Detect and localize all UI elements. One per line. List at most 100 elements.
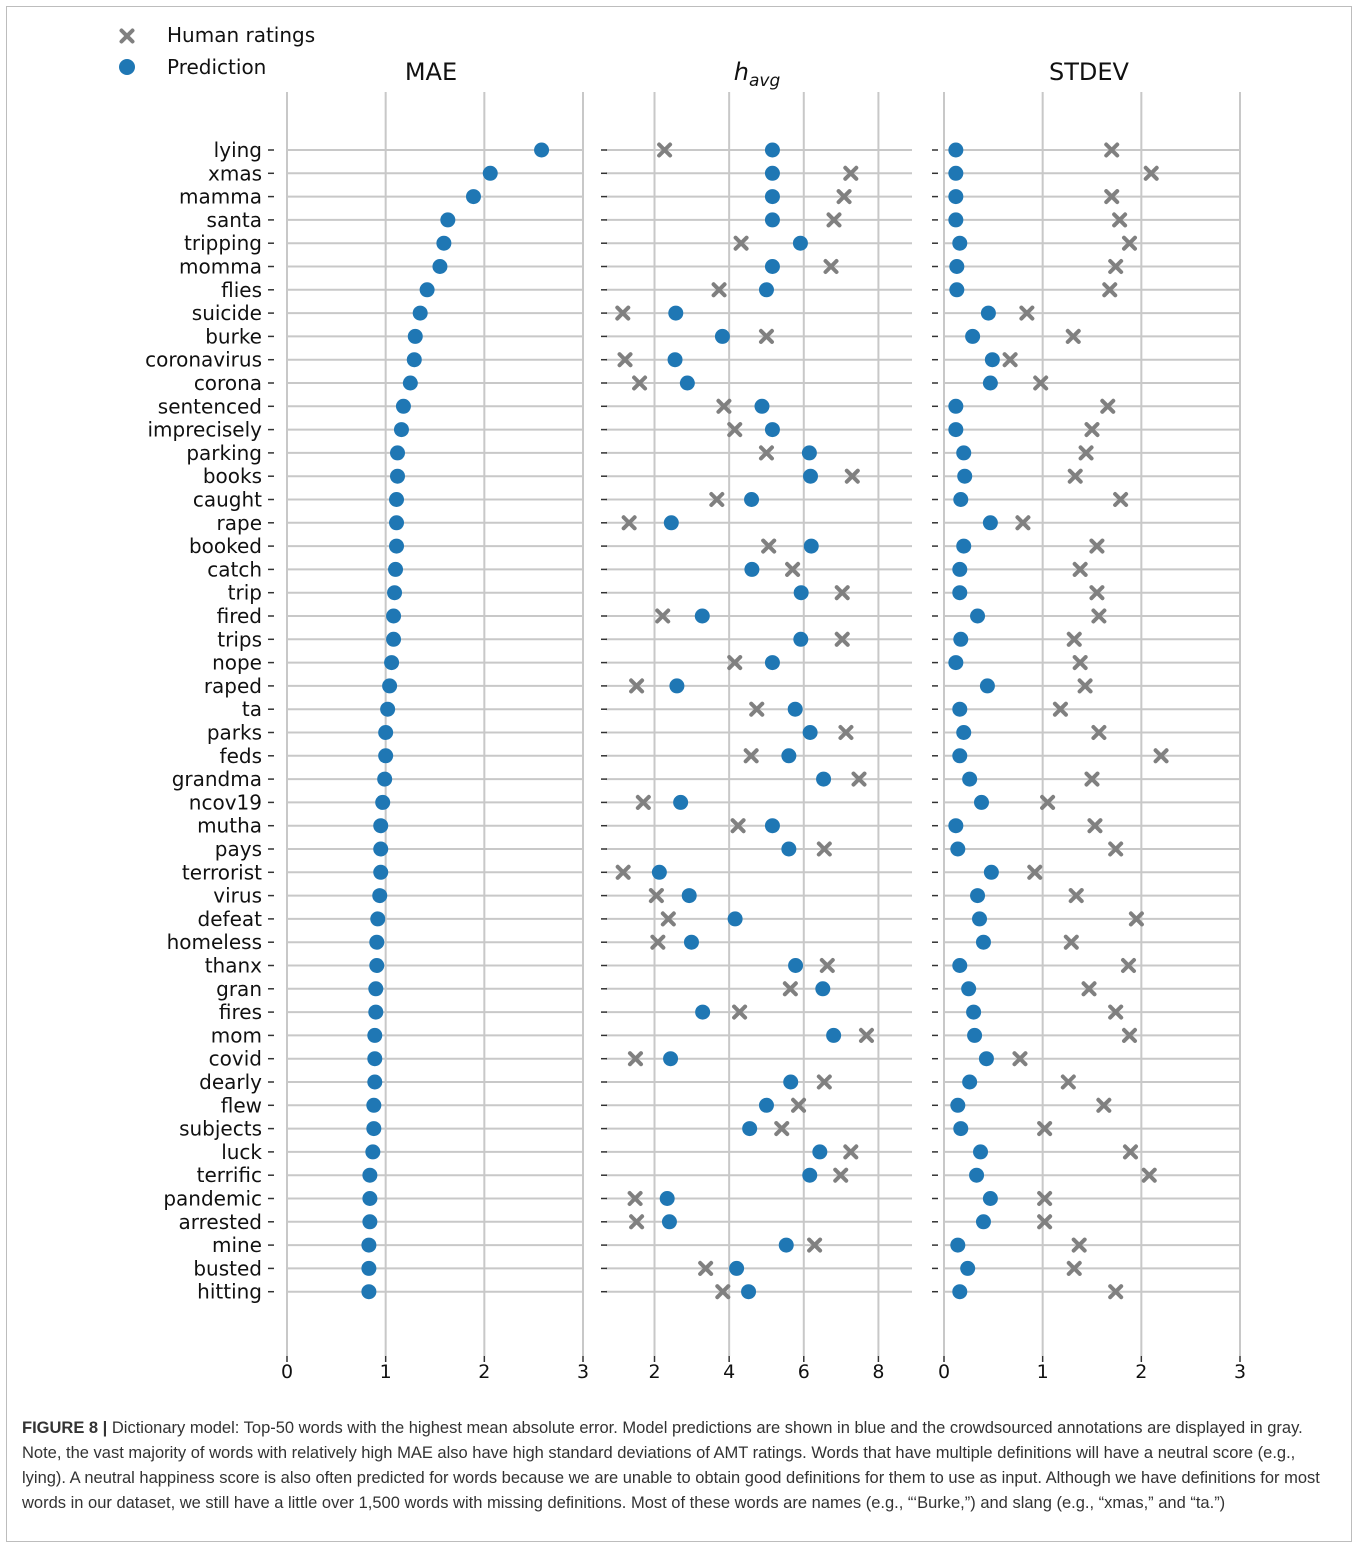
human-rating-marker xyxy=(1027,864,1043,880)
human-rating-marker xyxy=(716,398,732,414)
human-rating-marker xyxy=(1087,818,1103,834)
word-label: rape xyxy=(217,511,262,535)
human-rating-marker xyxy=(1063,934,1079,950)
prediction-marker xyxy=(361,1260,377,1276)
word-label: mutha xyxy=(197,814,262,838)
prediction-marker xyxy=(802,1167,818,1183)
legend-prediction-marker xyxy=(119,59,135,75)
human-rating-marker xyxy=(1068,888,1084,904)
word-label: parking xyxy=(186,441,262,465)
human-rating-marker xyxy=(1002,352,1018,368)
prediction-marker xyxy=(950,841,966,857)
word-label: luck xyxy=(221,1140,262,1164)
human-rating-marker xyxy=(1108,1284,1124,1300)
panel-title-stdev: STDEV xyxy=(1049,58,1130,86)
plot-area: 0 1 2 3 lyingxmasmammasantatrippingmommaflie… xyxy=(145,92,1246,1383)
human-rating-marker xyxy=(1153,748,1169,764)
prediction-marker xyxy=(373,841,389,857)
human-rating-marker xyxy=(1084,422,1100,438)
human-rating-marker xyxy=(1012,1051,1028,1067)
human-rating-marker xyxy=(785,561,801,577)
prediction-marker xyxy=(659,1191,675,1206)
prediction-marker xyxy=(764,142,780,158)
word-label: trip xyxy=(228,581,262,605)
prediction-marker xyxy=(389,492,405,507)
x-tick-label: 2 xyxy=(1135,1361,1147,1383)
human-rating-marker xyxy=(1104,142,1120,158)
word-label: pays xyxy=(215,837,262,861)
dot-plot-chart: Human ratings Prediction MAE havg STDEV … xyxy=(119,23,1246,1383)
prediction-marker xyxy=(695,1004,711,1020)
word-label: homeless xyxy=(167,930,262,954)
prediction-marker xyxy=(816,771,832,787)
prediction-marker xyxy=(969,1167,985,1183)
human-rating-marker xyxy=(629,678,645,694)
prediction-marker xyxy=(432,259,448,274)
prediction-marker xyxy=(948,422,964,438)
prediction-marker xyxy=(781,748,797,764)
prediction-marker xyxy=(482,165,498,181)
prediction-marker xyxy=(949,259,965,274)
prediction-marker xyxy=(378,725,394,740)
human-rating-marker xyxy=(819,958,835,973)
human-rating-marker xyxy=(843,165,859,181)
prediction-marker xyxy=(744,561,760,577)
human-rating-marker xyxy=(1102,282,1118,298)
prediction-marker xyxy=(949,282,965,298)
human-rating-marker xyxy=(629,1214,645,1230)
prediction-marker xyxy=(764,655,780,671)
x-tick-label: 3 xyxy=(1234,1361,1246,1383)
word-label: catch xyxy=(207,557,262,581)
prediction-marker xyxy=(787,701,803,717)
prediction-marker xyxy=(681,888,697,904)
word-label: feds xyxy=(220,744,262,768)
prediction-marker xyxy=(382,678,398,694)
prediction-marker xyxy=(667,352,683,368)
human-rating-marker xyxy=(709,492,725,507)
prediction-marker xyxy=(948,142,964,158)
human-rating-marker xyxy=(632,375,648,391)
x-tick-label: 0 xyxy=(938,1361,950,1383)
prediction-marker xyxy=(962,771,978,787)
human-rating-marker xyxy=(1019,305,1035,321)
human-rating-marker xyxy=(836,189,852,205)
prediction-marker xyxy=(778,1237,794,1253)
human-rating-marker xyxy=(660,911,676,927)
prediction-marker xyxy=(975,934,991,950)
human-rating-marker xyxy=(782,981,798,997)
word-label: flies xyxy=(221,278,262,302)
human-rating-marker xyxy=(823,259,839,274)
human-rating-marker xyxy=(617,352,633,368)
prediction-marker xyxy=(764,165,780,181)
prediction-marker xyxy=(663,515,679,531)
human-rating-marker xyxy=(807,1237,823,1253)
human-rating-marker xyxy=(650,934,666,950)
human-rating-marker xyxy=(833,1167,849,1183)
prediction-marker xyxy=(407,328,423,344)
prediction-marker xyxy=(758,282,774,298)
word-label: coronavirus xyxy=(145,348,262,372)
human-rating-marker xyxy=(1089,585,1105,601)
prediction-marker xyxy=(953,1121,969,1137)
prediction-marker xyxy=(970,608,986,624)
word-label: suicide xyxy=(192,301,262,325)
human-rating-marker xyxy=(1072,655,1088,671)
prediction-marker xyxy=(668,305,684,321)
prediction-marker xyxy=(683,934,699,950)
prediction-marker xyxy=(389,538,405,554)
word-label: nope xyxy=(212,651,262,675)
prediction-marker xyxy=(980,305,996,321)
human-rating-marker xyxy=(1084,771,1100,787)
human-rating-marker xyxy=(1091,725,1107,740)
prediction-marker xyxy=(764,259,780,274)
prediction-marker xyxy=(952,1284,968,1300)
prediction-marker xyxy=(368,1004,384,1020)
prediction-marker xyxy=(783,1074,799,1090)
human-rating-marker xyxy=(749,701,765,717)
word-label: burke xyxy=(205,324,262,348)
legend: Human ratings Prediction xyxy=(119,23,315,79)
prediction-marker xyxy=(962,1074,978,1090)
prediction-marker xyxy=(952,958,968,973)
prediction-marker xyxy=(377,771,393,787)
human-rating-marker xyxy=(655,608,671,624)
